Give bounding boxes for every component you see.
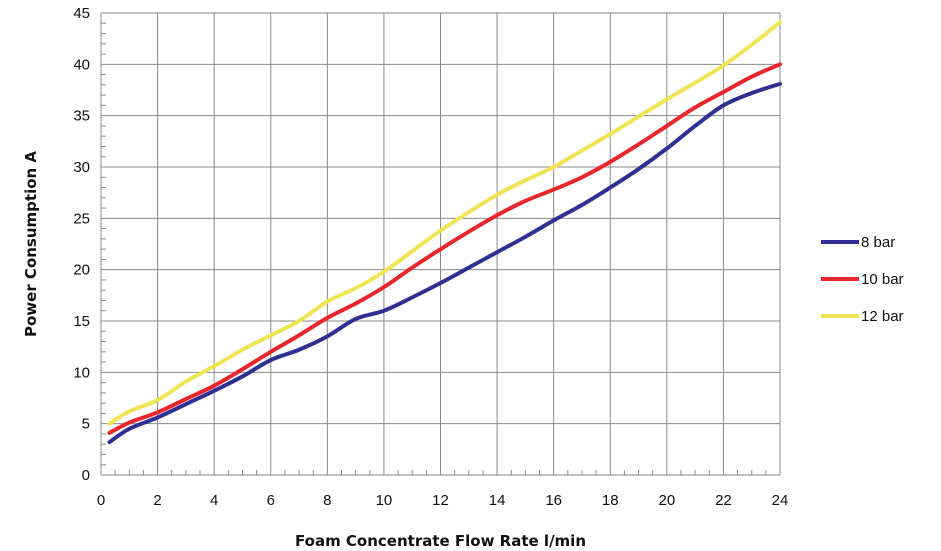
x-tick-label: 10 <box>376 492 393 509</box>
legend-label-12-bar: 12 bar <box>861 308 904 325</box>
x-tick-label: 2 <box>153 492 161 509</box>
y-tick-label: 25 <box>73 210 90 227</box>
y-tick-label: 15 <box>73 313 90 330</box>
x-tick-label: 12 <box>432 492 449 509</box>
series-line-8-bar <box>107 81 782 445</box>
y-tick-label: 35 <box>73 108 90 125</box>
y-tick-label: 30 <box>73 159 90 176</box>
grid-layer <box>100 12 781 476</box>
y-tick-label: 40 <box>73 56 90 73</box>
y-tick-label: 5 <box>82 416 90 433</box>
x-tick-label: 24 <box>772 492 789 509</box>
x-tick-label: 18 <box>602 492 619 509</box>
x-tick-label: 8 <box>323 492 331 509</box>
legend-label-10-bar: 10 bar <box>861 271 904 288</box>
x-tick-label: 0 <box>97 492 105 509</box>
x-tick-label: 6 <box>267 492 275 509</box>
x-axis-title: Foam Concentrate Flow Rate l/min <box>295 532 586 550</box>
series-line-10-bar <box>107 62 782 435</box>
x-tick-label: 14 <box>489 492 506 509</box>
series-layer <box>107 20 782 445</box>
legend: 8 bar 10 bar 12 bar <box>821 234 904 325</box>
legend-label-8-bar: 8 bar <box>861 234 895 251</box>
y-axis-title: Power Consumption A <box>22 151 40 337</box>
x-tick-label: 16 <box>545 492 562 509</box>
x-tick-label: 22 <box>715 492 732 509</box>
x-tick-label: 20 <box>658 492 675 509</box>
series-line-12-bar <box>107 20 782 426</box>
y-tick-label: 0 <box>82 467 90 484</box>
y-tick-label: 45 <box>73 5 90 22</box>
y-tick-label: 10 <box>73 364 90 381</box>
x-tick-label: 4 <box>210 492 218 509</box>
y-tick-label: 20 <box>73 262 90 279</box>
